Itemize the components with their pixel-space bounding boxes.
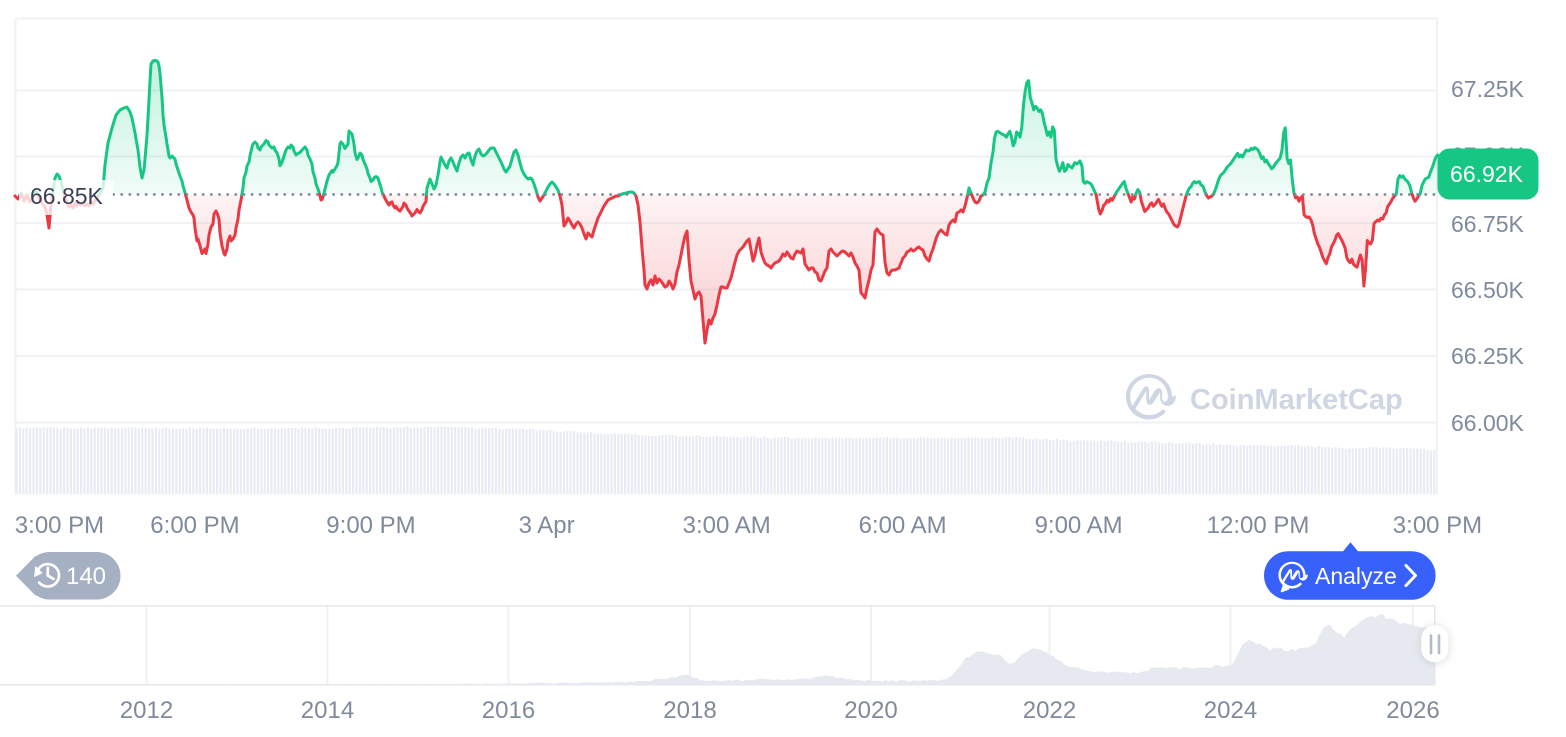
svg-text:66.85K: 66.85K bbox=[30, 183, 104, 209]
svg-text:140: 140 bbox=[66, 563, 106, 590]
svg-text:66.00K: 66.00K bbox=[1451, 410, 1525, 436]
svg-text:3:00 PM: 3:00 PM bbox=[1393, 512, 1482, 539]
svg-text:2014: 2014 bbox=[301, 697, 354, 724]
svg-text:6:00 AM: 6:00 AM bbox=[859, 512, 947, 539]
svg-text:2020: 2020 bbox=[844, 697, 897, 724]
svg-text:2022: 2022 bbox=[1023, 697, 1076, 724]
svg-text:3 Apr: 3 Apr bbox=[519, 512, 575, 539]
svg-text:CoinMarketCap: CoinMarketCap bbox=[1190, 384, 1403, 416]
svg-text:2016: 2016 bbox=[482, 697, 535, 724]
svg-text:2026: 2026 bbox=[1386, 697, 1439, 724]
svg-text:9:00 PM: 9:00 PM bbox=[326, 512, 415, 539]
svg-text:2018: 2018 bbox=[663, 697, 716, 724]
svg-text:12:00 PM: 12:00 PM bbox=[1207, 512, 1310, 539]
svg-text:66.92K: 66.92K bbox=[1450, 161, 1524, 187]
svg-text:66.25K: 66.25K bbox=[1451, 343, 1525, 369]
svg-text:6:00 PM: 6:00 PM bbox=[150, 512, 239, 539]
svg-text:9:00 AM: 9:00 AM bbox=[1035, 512, 1123, 539]
svg-text:2024: 2024 bbox=[1204, 697, 1257, 724]
svg-text:67.25K: 67.25K bbox=[1451, 76, 1525, 102]
svg-text:66.75K: 66.75K bbox=[1451, 211, 1525, 237]
svg-text:66.50K: 66.50K bbox=[1451, 277, 1525, 303]
svg-text:3:00 PM: 3:00 PM bbox=[15, 512, 104, 539]
svg-text:3:00 AM: 3:00 AM bbox=[683, 512, 771, 539]
svg-text:Analyze: Analyze bbox=[1315, 563, 1397, 589]
svg-text:2012: 2012 bbox=[120, 697, 173, 724]
